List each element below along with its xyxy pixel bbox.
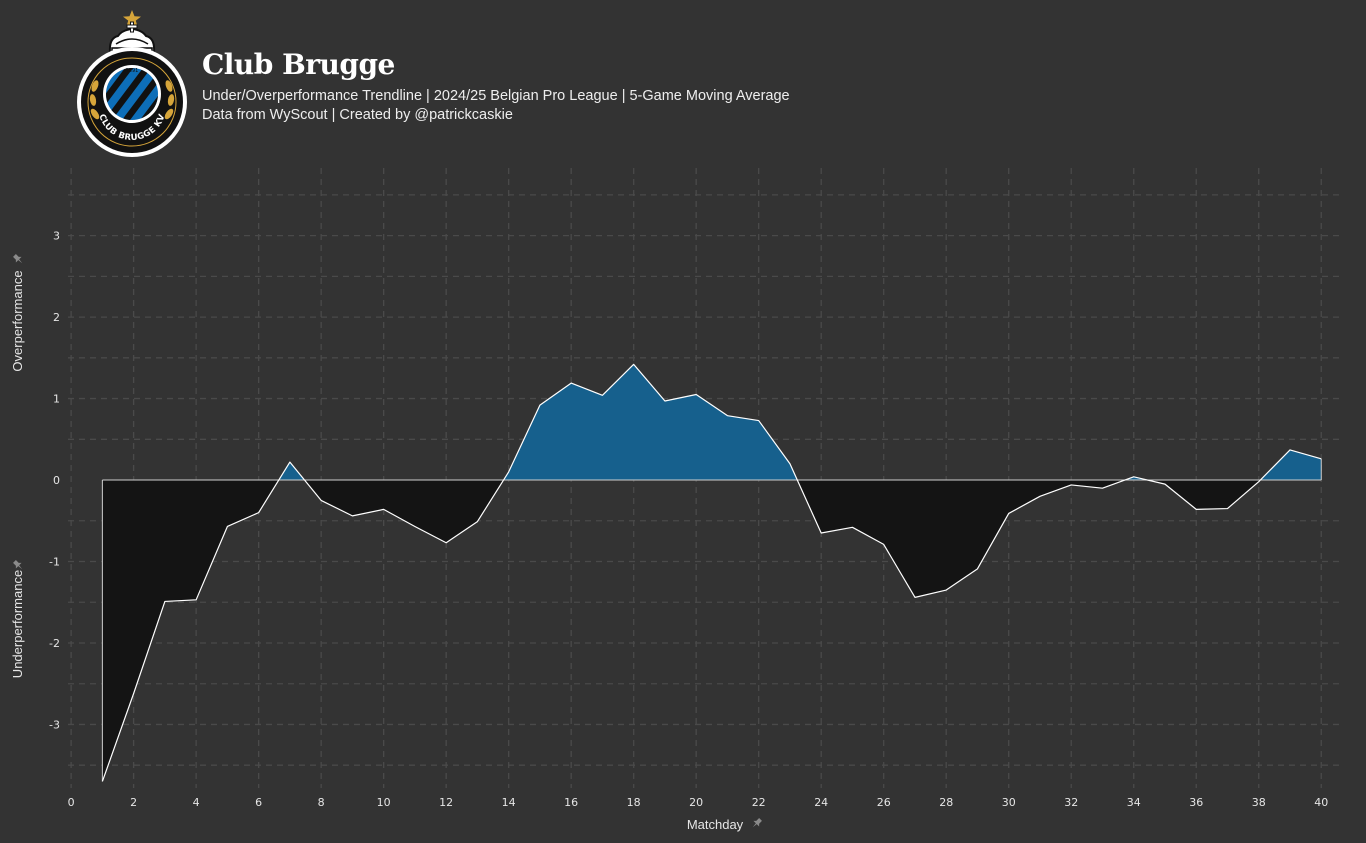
data-point bbox=[319, 498, 323, 502]
underperformance-area bbox=[102, 480, 1322, 782]
data-point bbox=[663, 399, 667, 403]
x-tick-label: 38 bbox=[1252, 796, 1266, 809]
x-tick-label: 6 bbox=[255, 796, 262, 809]
overperformance-area bbox=[102, 364, 1322, 481]
data-point bbox=[1069, 483, 1073, 487]
data-point bbox=[444, 541, 448, 545]
data-point bbox=[1319, 457, 1323, 461]
data-point bbox=[850, 525, 854, 529]
data-point bbox=[882, 542, 886, 546]
x-axis-ticks: 0 2 4 6 8 10 12 14 16 18 20 22 24 26 28 30 32 34 36 38 40 bbox=[68, 796, 1329, 809]
trend-line bbox=[101, 363, 1322, 782]
data-point bbox=[975, 567, 979, 571]
data-point bbox=[1257, 480, 1261, 484]
x-tick-label: 34 bbox=[1127, 796, 1141, 809]
data-point bbox=[382, 507, 386, 511]
y-tick-label: -1 bbox=[49, 556, 60, 569]
x-tick-label: 8 bbox=[318, 796, 325, 809]
y-tick-label: -2 bbox=[49, 637, 60, 650]
x-tick-label: 18 bbox=[627, 796, 641, 809]
data-point bbox=[725, 414, 729, 418]
data-point bbox=[788, 462, 792, 466]
data-point bbox=[944, 588, 948, 592]
x-tick-label: 36 bbox=[1189, 796, 1203, 809]
data-point bbox=[600, 393, 604, 397]
y-axis-title-lower: Underperformance bbox=[10, 570, 25, 678]
data-point bbox=[538, 403, 542, 407]
data-point bbox=[757, 419, 761, 423]
x-tick-label: 0 bbox=[68, 796, 75, 809]
data-point bbox=[507, 470, 511, 474]
x-tick-label: 14 bbox=[502, 796, 516, 809]
data-point bbox=[1163, 482, 1167, 486]
data-point bbox=[1194, 507, 1198, 511]
data-point bbox=[694, 392, 698, 396]
y-axis-ticks: -3 -2 -1 0 1 2 3 bbox=[49, 230, 60, 732]
y-tick-label: 3 bbox=[53, 230, 60, 243]
club-brugge-crest-icon: 1891 CLUB BRUGGE KV bbox=[77, 10, 187, 157]
data-point bbox=[1100, 486, 1104, 490]
data-point bbox=[100, 779, 104, 783]
logo-year: 1891 bbox=[126, 68, 139, 74]
chart-grid bbox=[68, 168, 1340, 788]
data-point bbox=[132, 691, 136, 695]
data-point bbox=[194, 598, 198, 602]
y-tick-label: 2 bbox=[53, 311, 60, 324]
data-point bbox=[288, 460, 292, 464]
x-tick-label: 32 bbox=[1064, 796, 1078, 809]
data-point bbox=[569, 381, 573, 385]
data-point bbox=[1038, 494, 1042, 498]
data-point bbox=[163, 599, 167, 603]
x-tick-label: 20 bbox=[689, 796, 703, 809]
y-tick-label: -3 bbox=[49, 718, 60, 731]
laurel-icon bbox=[89, 80, 175, 120]
x-tick-label: 28 bbox=[939, 796, 953, 809]
data-point bbox=[225, 524, 229, 528]
club-logo: 1891 CLUB BRUGGE KV bbox=[77, 10, 187, 157]
data-point bbox=[1288, 448, 1292, 452]
gold-star-icon bbox=[123, 10, 141, 27]
data-point bbox=[819, 531, 823, 535]
x-tick-label: 12 bbox=[439, 796, 453, 809]
data-point bbox=[632, 362, 636, 366]
page-subtitle: Under/Overperformance Trendline | 2024/2… bbox=[202, 88, 790, 104]
data-point bbox=[1225, 507, 1229, 511]
data-point bbox=[413, 524, 417, 528]
chart-lines bbox=[100, 362, 1323, 783]
data-point bbox=[350, 514, 354, 518]
page-caption: Data from WyScout | Created by @patrickc… bbox=[202, 107, 513, 123]
data-point bbox=[1132, 475, 1136, 479]
x-axis-title: Matchday bbox=[687, 817, 744, 832]
x-tick-label: 40 bbox=[1314, 796, 1328, 809]
data-point bbox=[1007, 511, 1011, 515]
y-tick-label: 0 bbox=[53, 474, 60, 487]
x-tick-label: 2 bbox=[130, 796, 137, 809]
data-point bbox=[475, 520, 479, 524]
page-title: Club Brugge bbox=[202, 48, 395, 81]
x-tick-label: 10 bbox=[377, 796, 391, 809]
y-axis-title-upper: Overperformance bbox=[10, 270, 25, 371]
y-tick-label: 1 bbox=[53, 393, 60, 406]
x-tick-label: 16 bbox=[564, 796, 578, 809]
x-tick-label: 24 bbox=[814, 796, 828, 809]
y-axis-lower-pin-icon bbox=[13, 560, 23, 570]
y-axis-upper-pin-icon bbox=[13, 254, 23, 264]
data-point bbox=[913, 595, 917, 599]
x-tick-label: 4 bbox=[193, 796, 200, 809]
x-tick-label: 26 bbox=[877, 796, 891, 809]
chart-areas bbox=[102, 364, 1322, 782]
data-point bbox=[257, 511, 261, 515]
x-axis-pin-icon bbox=[752, 818, 762, 828]
x-tick-label: 30 bbox=[1002, 796, 1016, 809]
x-tick-label: 22 bbox=[752, 796, 766, 809]
